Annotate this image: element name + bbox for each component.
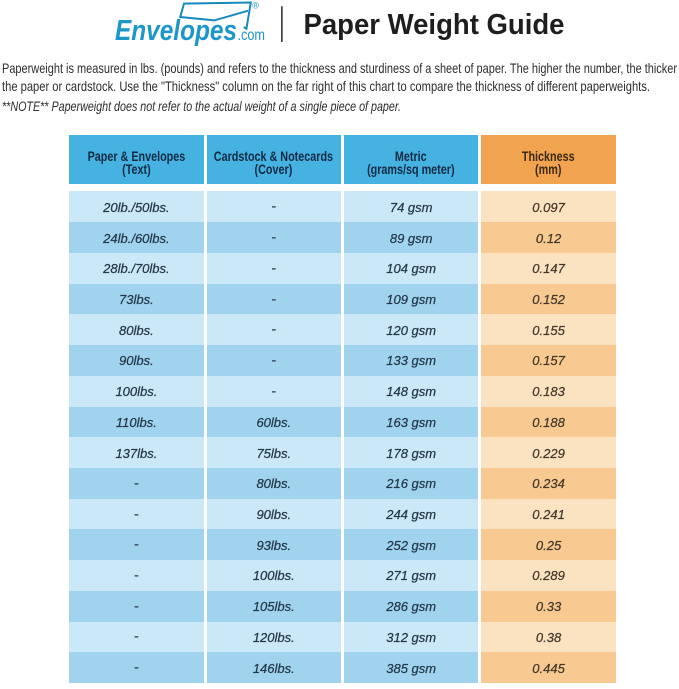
svg-text:Paper Weight Guide: Paper Weight Guide bbox=[304, 9, 565, 41]
svg-text:®: ® bbox=[252, 1, 259, 11]
svg-text:.com: .com bbox=[238, 27, 266, 44]
